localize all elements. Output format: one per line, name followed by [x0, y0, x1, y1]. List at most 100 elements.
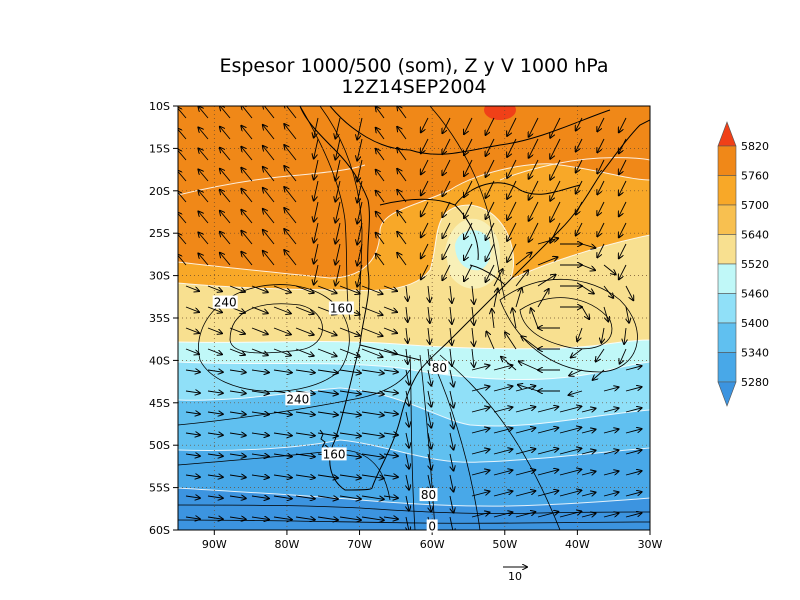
wind-arrow [507, 243, 517, 262]
wind-arrow [576, 138, 583, 152]
wind-arrow [207, 517, 223, 519]
wind-arrow [471, 470, 489, 476]
wind-arrow [241, 210, 253, 224]
wind-arrow [597, 117, 605, 131]
reference-vector-label: 10 [508, 570, 522, 583]
colorbar-level-label: 5820 [741, 140, 769, 153]
wind-arrow [241, 231, 253, 245]
lon-tick-label: 70W [347, 538, 372, 551]
wind-arrow [251, 517, 269, 520]
wind-arrow [339, 327, 360, 336]
wind-arrow [450, 327, 452, 345]
wind-arrow [450, 495, 454, 513]
wind-arrow [251, 348, 268, 355]
lat-tick-label: 10S [149, 100, 170, 113]
wind-arrow [273, 475, 292, 478]
wind-arrow [493, 365, 512, 371]
wind-arrow [383, 496, 398, 498]
wind-arrow [450, 432, 454, 450]
wind-arrow [603, 429, 619, 434]
wind-arrow [428, 369, 431, 386]
wind-arrow [339, 412, 361, 415]
wind-arrow [383, 412, 398, 414]
wind-arrow [220, 232, 231, 245]
lat-tick-label: 45S [149, 397, 170, 410]
lat-tick-label: 55S [149, 482, 170, 495]
wind-arrow [361, 432, 384, 436]
wind-arrow [421, 180, 429, 195]
wind-arrow [339, 391, 361, 394]
wind-arrow [295, 285, 314, 293]
wind-arrow [550, 222, 561, 243]
wind-arrow [361, 369, 384, 373]
wind-arrow [493, 449, 512, 455]
wind-arrow [295, 517, 315, 520]
wind-arrow [576, 180, 583, 194]
reference-vector: 10 [503, 567, 527, 583]
wind-arrow [339, 285, 360, 294]
wind-arrow [471, 512, 489, 518]
wind-arrow [569, 369, 583, 376]
wind-arrow [295, 496, 315, 499]
wind-arrow [185, 496, 200, 498]
wind-arrow [571, 348, 583, 358]
wind-arrow [421, 201, 429, 216]
wind-arrow [406, 495, 409, 511]
wind-arrow [442, 180, 451, 196]
wind-arrow [185, 370, 200, 372]
wind-arrow [619, 117, 627, 132]
wind-arrow [450, 306, 452, 324]
contour-label-bg [426, 519, 438, 533]
wind-arrow [314, 264, 319, 285]
wind-arrow [284, 166, 297, 182]
wind-arrow [521, 336, 539, 350]
title-line-1: Espesor 1000/500 (som), Z y V 1000 hPa [219, 55, 609, 77]
colorbar-box [717, 293, 737, 324]
wind-arrow [251, 433, 269, 436]
wind-arrow [229, 433, 246, 435]
wind-arrow [472, 327, 474, 346]
wind-arrow [493, 407, 512, 413]
wind-arrow [464, 222, 473, 239]
wind-arrow [335, 264, 341, 286]
wind-arrow [421, 159, 429, 174]
wind-arrow [486, 159, 495, 177]
wind-arrow [486, 201, 495, 219]
wind-arrow [397, 190, 407, 203]
colorbar-level-label: 5340 [741, 347, 769, 360]
wind-arrow [397, 148, 407, 161]
wind-arrow [207, 454, 223, 456]
wind-arrow [317, 391, 338, 394]
contour-label: 80 [421, 488, 436, 502]
wind-arrow [550, 138, 561, 159]
wind-arrow [317, 348, 337, 356]
wind-arrow [601, 327, 604, 343]
wind-arrow [229, 412, 246, 414]
colorbar-box [717, 322, 737, 353]
wind-arrow [537, 238, 558, 245]
wind-arrow [406, 369, 409, 385]
colorbar-box [717, 352, 737, 383]
lat-tick-label: 35S [149, 312, 170, 325]
wind-arrow [442, 159, 451, 175]
wind-arrow [273, 517, 292, 520]
wind-arrow [361, 285, 383, 294]
wind-arrow [220, 169, 231, 182]
wind-arrow [512, 308, 517, 329]
contour-labels: 240 160 80 240 160 80 0 [212, 295, 449, 533]
wind-arrow [450, 411, 454, 429]
wind-arrow [464, 138, 473, 155]
wind-arrow [185, 517, 200, 519]
wind-arrow [284, 145, 297, 161]
contour-label: 240 [214, 296, 237, 310]
wind-arrow [581, 492, 596, 496]
wind-arrow [314, 159, 319, 180]
wind-arrow [383, 348, 397, 354]
wind-arrow [220, 253, 231, 266]
wind-arrow [603, 492, 619, 497]
colorbar-box [717, 234, 737, 265]
wind-arrow [472, 348, 474, 367]
geopotential-contours [178, 106, 650, 530]
colorbar-level-label: 5400 [741, 317, 769, 330]
wind-arrow [251, 496, 269, 499]
